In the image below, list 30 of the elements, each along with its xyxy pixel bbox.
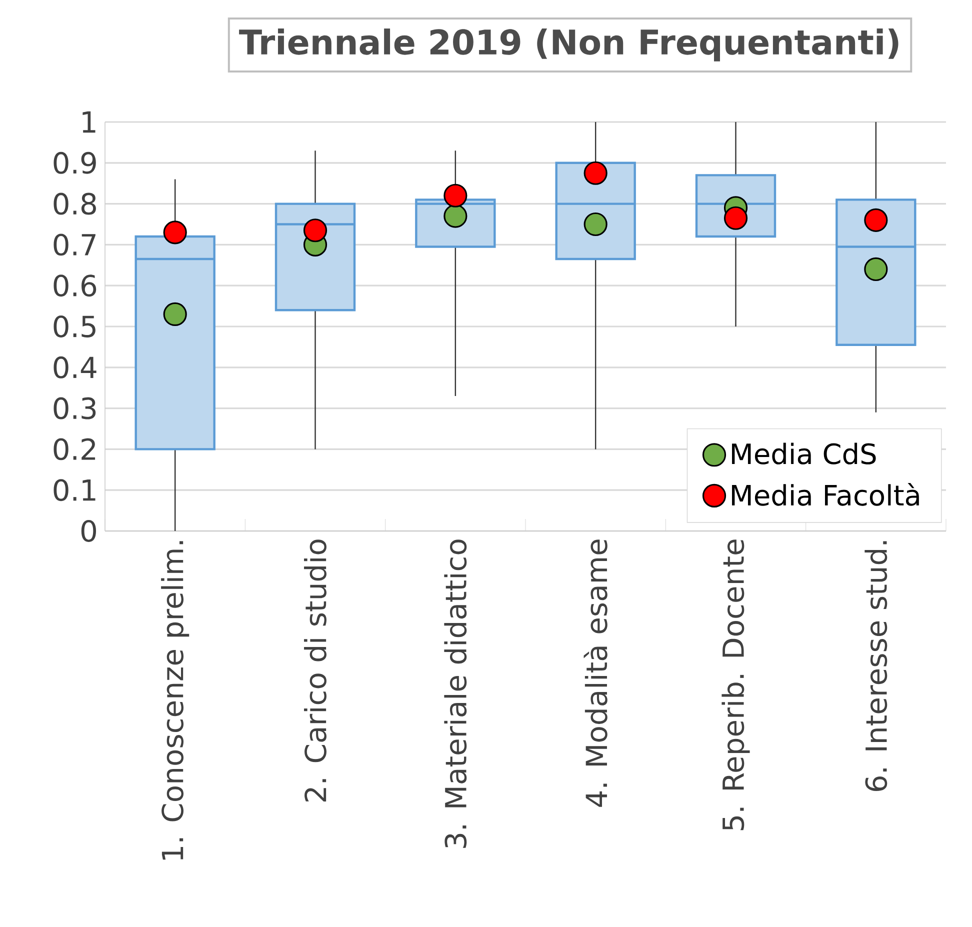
y-tick-label: 1 xyxy=(82,111,96,133)
chart-title: Triennale 2019 (Non Frequentanti) xyxy=(239,28,898,62)
x-tick-label: 1. Conoscenze prelim. xyxy=(161,541,190,860)
point xyxy=(864,208,888,232)
x-tick-label: 5. Reperib. Docente xyxy=(722,540,750,830)
y-tick-label: 0.2 xyxy=(54,438,96,460)
point xyxy=(163,302,187,326)
y-tick-label: 0.9 xyxy=(54,152,96,174)
point xyxy=(303,218,328,242)
y-tick-label: 0.4 xyxy=(54,356,96,378)
y-tick-label: 0.3 xyxy=(54,397,96,420)
y-tick-label: 0.6 xyxy=(54,274,96,297)
point xyxy=(864,257,888,282)
y-tick-label: 0.1 xyxy=(54,479,96,502)
legend-label: Media CdS xyxy=(732,442,876,464)
x-tick-label: 6. Interesse stud. xyxy=(864,541,888,792)
point xyxy=(163,220,187,244)
legend-label: Media Facoltà xyxy=(732,483,919,506)
point xyxy=(444,184,468,208)
point xyxy=(584,212,608,236)
y-tick-label: 0.7 xyxy=(54,234,96,256)
y-tick-label: 0 xyxy=(81,520,96,542)
y-tick-label: 0.5 xyxy=(54,316,96,338)
x-tick-label: 3. Materiale didattico xyxy=(444,540,467,848)
point xyxy=(584,161,608,185)
point xyxy=(444,204,468,228)
x-tick-label: 2. Carico di studio xyxy=(304,540,326,802)
x-tick-label: 4. Modalità esame xyxy=(584,540,608,807)
y-tick-label: 0.8 xyxy=(54,192,96,215)
point xyxy=(724,206,748,230)
